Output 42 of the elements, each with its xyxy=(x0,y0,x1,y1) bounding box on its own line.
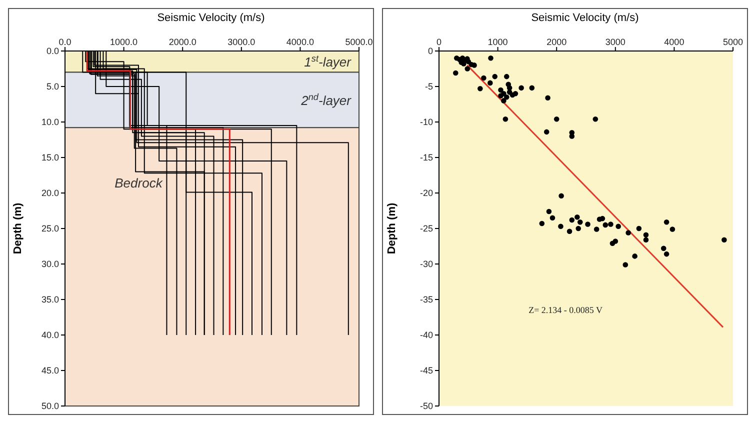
y-tick-label: 45.0 xyxy=(41,366,59,376)
x-tick-label: 5000 xyxy=(722,37,744,47)
y-axis-title: Depth (m) xyxy=(386,202,398,254)
y-tick-label: 30.0 xyxy=(41,259,59,270)
y-tick-label: -45 xyxy=(420,366,433,376)
y-tick-label: 35.0 xyxy=(41,294,59,305)
x-tick-label: 3000 xyxy=(605,37,626,47)
x-axis-title: Seismic Velocity (m/s) xyxy=(156,11,266,26)
y-tick-label: 50.0 xyxy=(41,401,59,412)
y-tick-label: 5.0 xyxy=(46,82,59,92)
band-label: 2$^{nd}$-layer xyxy=(300,92,352,108)
y-tick-label: -50 xyxy=(420,401,433,412)
annotation: Z= 2.134 - 0.0085 V xyxy=(528,304,603,315)
x-axis-title: Seismic Velocity (m/s) xyxy=(530,11,640,26)
y-tick-label: 0.0 xyxy=(46,46,59,56)
y-tick-label: -15 xyxy=(420,152,433,163)
x-tick-label: 4000 xyxy=(664,37,684,47)
y-tick-label: 10.0 xyxy=(41,117,59,128)
y-tick-label: 40.0 xyxy=(41,330,59,340)
y-tick-label: 25.0 xyxy=(41,224,59,234)
x-tick-label: 3000.0 xyxy=(228,37,256,47)
y-tick-label: -5 xyxy=(424,82,433,92)
y-tick-label: 20.0 xyxy=(41,188,59,198)
y-tick-label: -20 xyxy=(420,188,433,198)
y-tick-label: 0 xyxy=(428,46,433,56)
x-tick-label: 0.0 xyxy=(58,37,72,47)
y-tick-label: 15.0 xyxy=(41,152,59,163)
x-tick-label: 2000.0 xyxy=(168,37,196,47)
x-tick-label: 2000 xyxy=(546,37,567,47)
y-tick-label: -40 xyxy=(420,330,433,340)
y-axis-title: Depth (m) xyxy=(12,202,24,254)
x-tick-label: 1000.0 xyxy=(110,37,138,47)
band-label: Bedrock xyxy=(114,176,164,191)
y-tick-label: -10 xyxy=(420,117,433,128)
x-tick-label: 5000.0 xyxy=(345,37,373,47)
band-label: 1$^{st}$-layer xyxy=(304,54,352,70)
x-tick-label: 0 xyxy=(436,37,442,47)
x-tick-label: 4000.0 xyxy=(286,37,314,47)
y-tick-label: -35 xyxy=(420,294,433,305)
x-tick-label: 1000 xyxy=(488,37,508,47)
y-tick-label: -30 xyxy=(420,259,433,270)
y-tick-label: -25 xyxy=(420,224,433,234)
